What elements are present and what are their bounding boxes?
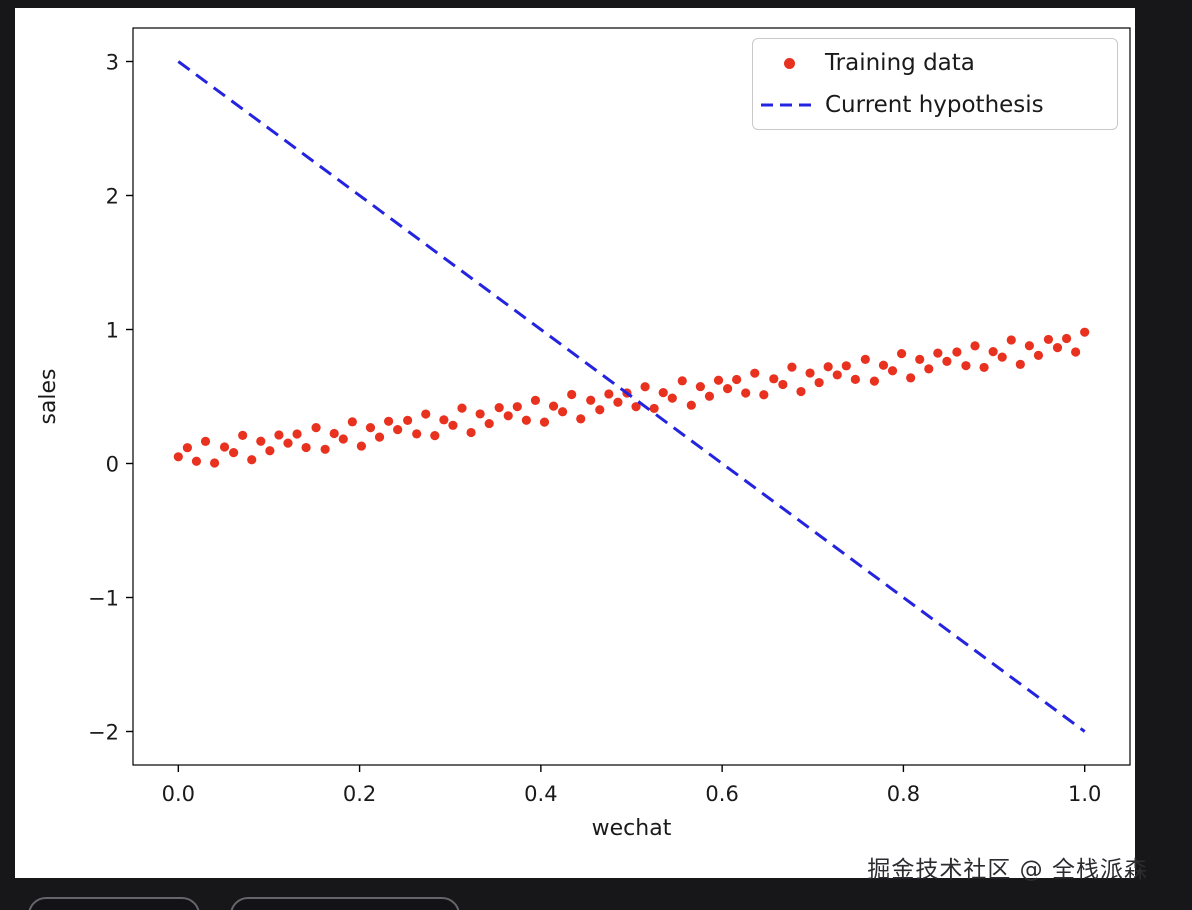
hypothesis-dashed-line-icon <box>753 101 825 109</box>
svg-text:0.0: 0.0 <box>162 782 195 806</box>
svg-text:1: 1 <box>106 319 119 343</box>
x-axis-ticks: 0.0 0.2 0.4 0.6 0.8 1.0 <box>162 765 1101 806</box>
y-axis-ticks: −2 −1 0 1 2 3 <box>88 51 133 745</box>
legend-label-training-data: Training data <box>825 50 975 76</box>
hypothesis-line <box>177 60 1086 733</box>
svg-text:1.0: 1.0 <box>1068 782 1101 806</box>
scatter-chart: 0.0 0.2 0.4 0.6 0.8 1.0 −2 −1 0 1 2 3 wechat sales <box>36 27 1131 841</box>
training-data-points <box>173 327 1090 468</box>
svg-text:0.2: 0.2 <box>343 782 376 806</box>
legend-entry-training-data: Training data <box>753 44 1117 82</box>
svg-text:0.6: 0.6 <box>705 782 738 806</box>
partial-button-1[interactable] <box>28 897 200 910</box>
svg-text:2: 2 <box>106 185 119 209</box>
legend: Training data Current hypothesis <box>752 38 1118 130</box>
legend-entry-current-hypothesis: Current hypothesis <box>753 86 1117 124</box>
svg-text:0.8: 0.8 <box>887 782 920 806</box>
legend-label-current-hypothesis: Current hypothesis <box>825 92 1044 118</box>
figure: 0.0 0.2 0.4 0.6 0.8 1.0 −2 −1 0 1 2 3 wechat sales Tr… <box>15 8 1135 878</box>
x-axis-label: wechat <box>592 816 672 841</box>
svg-text:−1: −1 <box>88 587 119 611</box>
svg-text:3: 3 <box>106 51 119 75</box>
svg-text:0: 0 <box>106 453 119 477</box>
svg-text:0.4: 0.4 <box>524 782 557 806</box>
partial-button-2[interactable] <box>230 897 460 910</box>
training-data-dot-icon <box>753 57 825 69</box>
watermark: 掘金技术社区 @ 全栈派森 <box>867 857 1148 883</box>
y-axis-label: sales <box>36 368 61 424</box>
axes-box <box>132 27 1131 766</box>
svg-text:−2: −2 <box>88 721 119 745</box>
